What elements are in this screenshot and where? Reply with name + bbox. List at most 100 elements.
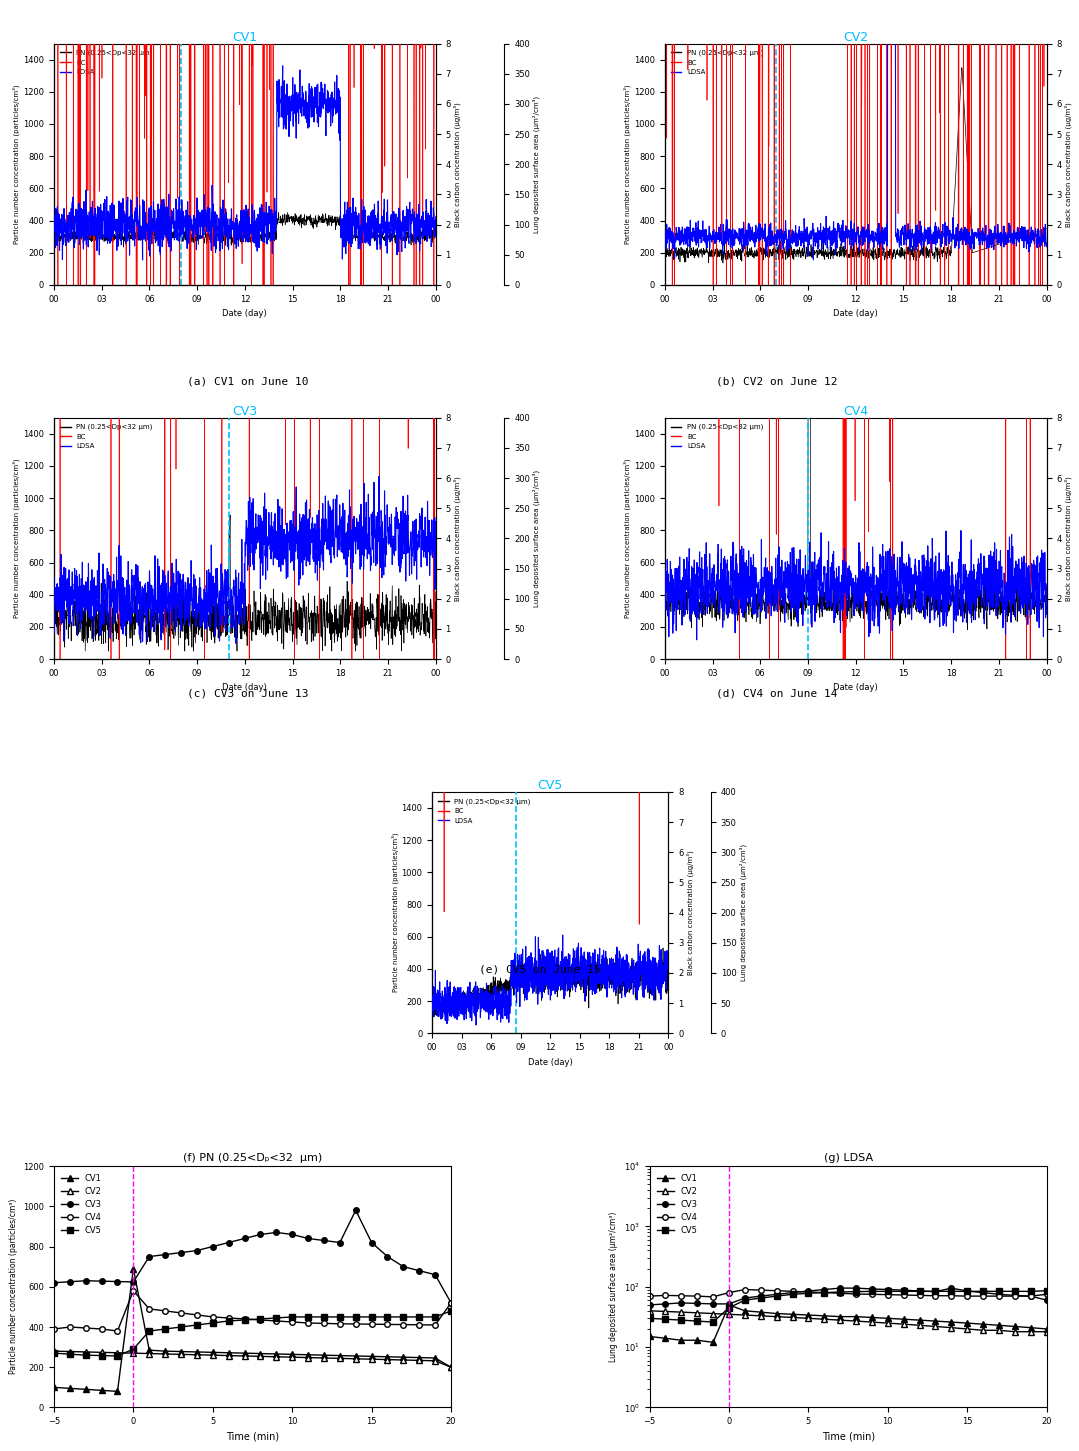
CV4 [333, 1315, 346, 1332]
CV3 [413, 1262, 426, 1280]
CV2 [206, 1347, 219, 1364]
CV1 [754, 1303, 767, 1320]
CV1 [913, 1312, 926, 1329]
CV1 [142, 1341, 155, 1358]
CV5 [849, 1283, 862, 1300]
Line: CV2: CV2 [646, 1307, 1050, 1335]
CV5 [445, 1302, 457, 1319]
CV1 [723, 1296, 736, 1313]
CV5 [913, 1283, 926, 1300]
X-axis label: Date (day): Date (day) [528, 1058, 573, 1066]
CV3 [643, 1296, 656, 1313]
X-axis label: Date (day): Date (day) [222, 683, 268, 692]
CV3 [127, 1273, 140, 1290]
Line: CV4: CV4 [646, 1287, 1050, 1300]
Y-axis label: Black carbon concentration (μg/m³): Black carbon concentration (μg/m³) [453, 102, 461, 226]
CV5 [674, 1312, 687, 1329]
CV1 [818, 1307, 831, 1325]
CV1 [786, 1306, 798, 1323]
CV3 [302, 1230, 315, 1248]
Legend: PN (0.25<Dp<32 μm), BC, LDSA: PN (0.25<Dp<32 μm), BC, LDSA [57, 421, 155, 453]
CV1 [111, 1383, 124, 1400]
Y-axis label: Particle number concentration (particles/cm³): Particle number concentration (particles… [624, 84, 631, 244]
CV4 [79, 1319, 92, 1336]
CV1 [802, 1306, 815, 1323]
CV5 [738, 1291, 751, 1309]
CV5 [993, 1283, 1006, 1300]
CV4 [929, 1287, 942, 1304]
CV2 [976, 1322, 989, 1339]
CV4 [786, 1283, 798, 1300]
CV5 [238, 1312, 251, 1329]
CV3 [834, 1280, 847, 1297]
Y-axis label: Particle number concentration (particles/cm³): Particle number concentration (particles… [13, 84, 21, 244]
CV1 [770, 1304, 783, 1322]
CV1 [849, 1307, 862, 1325]
CV5 [175, 1319, 188, 1336]
CV3 [159, 1246, 172, 1264]
CV2 [770, 1307, 783, 1325]
CV3 [707, 1296, 720, 1313]
CV2 [350, 1349, 363, 1367]
CV4 [159, 1302, 172, 1319]
CV1 [79, 1381, 92, 1399]
CV2 [786, 1309, 798, 1326]
CV1 [865, 1309, 878, 1326]
CV5 [206, 1315, 219, 1332]
CV4 [818, 1284, 831, 1302]
CV3 [913, 1283, 926, 1300]
CV4 [365, 1316, 378, 1333]
CV2 [317, 1349, 330, 1367]
CV4 [190, 1306, 203, 1323]
CV5 [302, 1309, 315, 1326]
CV4 [898, 1286, 911, 1303]
Y-axis label: Black carbon concentration (μg/m³): Black carbon concentration (μg/m³) [1065, 476, 1073, 601]
CV1 [428, 1349, 441, 1367]
CV3 [238, 1230, 251, 1248]
CV4 [849, 1286, 862, 1303]
CV3 [286, 1226, 299, 1244]
CV2 [818, 1310, 831, 1328]
CV2 [47, 1342, 60, 1360]
CV1 [674, 1332, 687, 1349]
CV1 [643, 1328, 656, 1345]
CV3 [1024, 1287, 1037, 1304]
Legend: PN (0.25<Dp<32 μm), BC, LDSA: PN (0.25<Dp<32 μm), BC, LDSA [436, 795, 533, 827]
Line: CV1: CV1 [646, 1302, 1050, 1345]
CV2 [1009, 1323, 1022, 1341]
X-axis label: Date (day): Date (day) [833, 309, 878, 318]
Legend: CV1, CV2, CV3, CV4, CV5: CV1, CV2, CV3, CV4, CV5 [58, 1170, 105, 1239]
CV1 [333, 1347, 346, 1364]
CV5 [365, 1309, 378, 1326]
Line: CV3: CV3 [646, 1286, 1050, 1307]
CV4 [413, 1316, 426, 1333]
CV1 [945, 1313, 958, 1331]
X-axis label: Date (day): Date (day) [222, 309, 268, 318]
CV5 [47, 1345, 60, 1362]
Title: CV2: CV2 [843, 30, 869, 44]
CV4 [127, 1283, 140, 1300]
CV4 [381, 1316, 394, 1333]
CV5 [127, 1341, 140, 1358]
CV3 [254, 1226, 267, 1244]
CV1 [707, 1333, 720, 1351]
CV1 [898, 1310, 911, 1328]
CV3 [849, 1280, 862, 1297]
CV5 [786, 1286, 798, 1303]
CV3 [365, 1233, 378, 1251]
CV1 [95, 1381, 108, 1399]
Line: CV3: CV3 [51, 1207, 454, 1306]
CV3 [350, 1201, 363, 1219]
CV5 [1024, 1283, 1037, 1300]
CV2 [142, 1345, 155, 1362]
CV4 [222, 1309, 235, 1326]
CV5 [643, 1310, 656, 1328]
CV5 [142, 1322, 155, 1339]
CV4 [723, 1284, 736, 1302]
CV4 [95, 1320, 108, 1338]
CV2 [111, 1344, 124, 1361]
Text: (a) CV1 on June 10: (a) CV1 on June 10 [188, 376, 309, 386]
CV3 [111, 1273, 124, 1290]
CV1 [960, 1315, 973, 1332]
CV3 [175, 1244, 188, 1261]
